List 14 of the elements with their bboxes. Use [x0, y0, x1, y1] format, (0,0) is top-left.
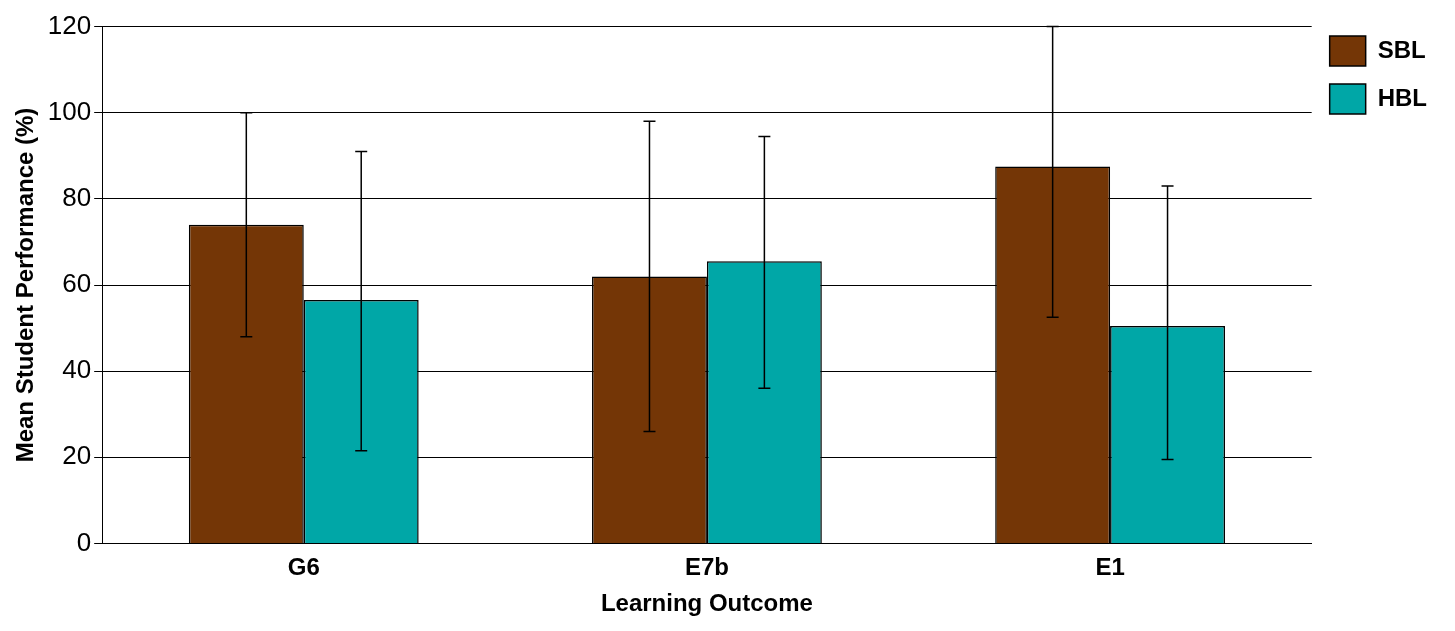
y-tick-label: 20 — [62, 440, 92, 471]
y-tick-label: 100 — [47, 95, 92, 126]
y-tick-label: 60 — [62, 268, 92, 299]
x-axis-title: Learning Outcome — [600, 589, 813, 617]
x-tick-label: E1 — [1095, 553, 1125, 581]
y-tick-label: 80 — [62, 182, 92, 213]
x-tick-label: E7b — [684, 553, 729, 581]
y-tick-label: 120 — [47, 9, 92, 40]
y-tick-label: 40 — [62, 354, 92, 385]
y-tick-label: 0 — [76, 526, 92, 557]
legend-label: HBL — [1377, 83, 1427, 111]
y-axis-title: Mean Student Performance (%) — [11, 107, 39, 463]
legend-label: SBL — [1377, 35, 1426, 63]
x-tick-label: G6 — [287, 553, 320, 581]
